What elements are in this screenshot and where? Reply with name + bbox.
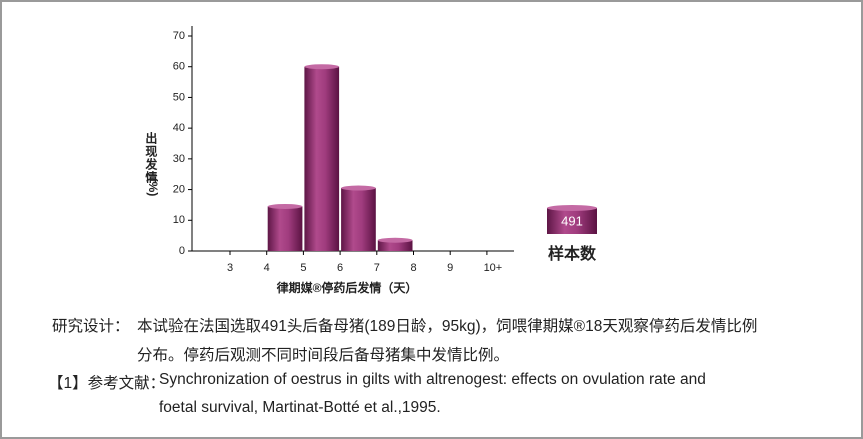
y-tick-label: 10 (173, 214, 185, 226)
y-tick-label: 60 (173, 61, 185, 73)
bar-body (377, 240, 413, 251)
y-axis-label: 出现发情 (144, 131, 158, 184)
bar (267, 203, 303, 251)
bar (377, 237, 413, 251)
caption-line: 本试验在法国选取491头后备母猪(189日龄，95kg)，饲喂律期媒®18天观察… (137, 318, 758, 335)
chart: 出现发情 (%) 律期媒®停药后发情（天） 491 样本数 0 10 20 30 40 5… (144, 26, 597, 295)
x-tick-label: 5 (300, 262, 306, 274)
x-tick-label: 7 (374, 262, 380, 274)
y-tick-label: 50 (173, 91, 185, 103)
bar-top (267, 203, 303, 209)
x-tick-label: 10+ (484, 262, 503, 274)
legend-swatch (547, 208, 597, 234)
bar-top (377, 237, 413, 243)
bar-body (341, 188, 376, 251)
x-tick-label: 9 (447, 262, 453, 274)
reference-label: 【1】参考文献： (48, 375, 166, 392)
legend: 491 样本数 (547, 205, 597, 263)
x-tick-label: 8 (410, 262, 416, 274)
x-tick-label: 4 (264, 262, 270, 274)
y-tick-label: 70 (173, 30, 185, 42)
y-tick-label: 30 (173, 153, 185, 165)
y-tick-label: 40 (173, 122, 185, 134)
y-tick-label: 0 (179, 245, 185, 257)
reference-line: foetal survival, Martinat-Botté et al.,1… (159, 399, 441, 416)
legend-swatch-top (547, 205, 597, 211)
bar-top (304, 64, 340, 70)
sample-size: 491 (561, 213, 583, 228)
bar-body (304, 66, 340, 251)
reference-line: Synchronization of oestrus in gilts with… (159, 371, 706, 388)
x-tick-label: 6 (337, 262, 343, 274)
caption-line: 分布。停药后观测不同时间段后备母猪集中发情比例。 (137, 347, 510, 364)
y-axis-unit: (%) (146, 178, 160, 197)
bar (341, 185, 376, 251)
x-tick-label: 3 (227, 262, 233, 274)
bar-top (341, 185, 376, 191)
bar (304, 64, 340, 251)
sample-label: 样本数 (548, 244, 597, 263)
caption-label: 研究设计： (52, 318, 130, 335)
bar-body (267, 206, 303, 251)
x-axis-label: 律期媒®停药后发情（天） (277, 280, 418, 295)
y-tick-label: 20 (173, 183, 185, 195)
